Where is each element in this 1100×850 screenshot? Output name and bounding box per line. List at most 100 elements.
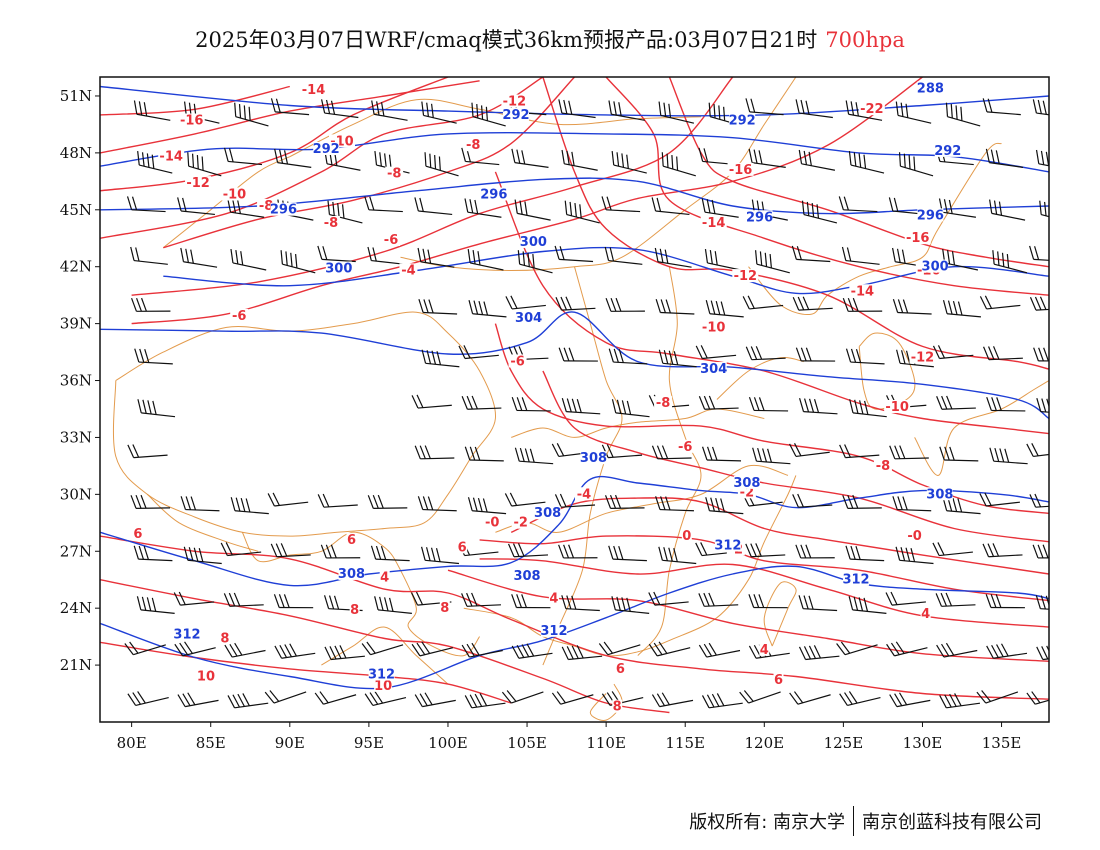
barb-feather [792,494,799,508]
x-axis: 80E 85E 90E 95E 100E 105E 110E 115E 120E 125E 130E… [117,722,1021,752]
barb-feather [673,351,679,365]
barb-shaft [707,459,742,462]
barb-feather [140,494,147,509]
barb-feather [936,396,943,410]
wind-barb [127,444,168,459]
wind-barb [471,102,506,127]
barb-feather [618,102,622,117]
wind-barb [648,591,689,606]
wind-barb [501,690,544,704]
barb-shaft [663,165,696,177]
barb-feather [836,643,846,656]
barb-feather [1045,151,1049,166]
barb-feather [563,347,570,362]
barb-feather [671,155,674,170]
barb-feather [369,196,375,211]
barb-feather [1039,200,1042,215]
wind-barb [1035,149,1049,167]
barb-feather [559,493,567,508]
barb-shaft [135,696,169,707]
barb-feather [982,98,988,113]
wind-barb [842,297,883,312]
barb-feather [847,495,854,509]
barb-shaft [749,111,784,116]
barb-feather [132,444,140,458]
barb-feather [464,695,473,709]
barb-feather [937,542,945,556]
barb-feather [1043,347,1049,362]
barb-feather [280,250,283,265]
barb-feather [379,152,382,167]
barb-feather [458,345,466,359]
y-tick-label: 39N [60,315,92,333]
barb-feather [273,594,280,608]
barb-feather [848,691,858,704]
barb-feather [185,248,190,263]
x-tick-label: 105E [507,734,547,752]
barb-feather [805,544,812,559]
wind-barb [658,101,695,124]
wind-barb [938,198,976,218]
barb-feather [982,543,990,557]
barb-shaft [464,354,499,360]
wind-barb [986,643,1028,659]
barb-shaft [942,211,976,218]
barb-feather [808,398,815,413]
barb-feather [845,348,852,363]
wind-barb [137,151,173,174]
barb-feather [294,253,298,269]
barb-feather [461,396,468,410]
barb-shaft [844,644,878,656]
barb-feather [703,592,710,607]
wind-barb [270,543,311,558]
barb-shaft [847,696,881,707]
wind-barb [461,395,502,410]
barb-feather [748,148,753,163]
barb-feather [280,543,288,557]
barb-feather [376,101,380,116]
barb-feather [747,295,755,309]
barb-shaft [519,460,554,465]
barb-feather [604,246,610,261]
height-contour [100,475,1049,587]
contour-label-bg [759,642,770,656]
temperature-contour-label: 0 [682,529,691,544]
barb-feather [466,395,473,410]
barb-shaft [472,510,507,515]
wind-barb [267,492,309,507]
barb-feather [854,399,859,414]
barb-feather [504,493,513,507]
barb-feather [482,498,488,513]
barb-feather [710,497,715,512]
barb-shaft [323,504,358,508]
barb-feather [889,445,896,460]
barb-feather [419,693,428,707]
barb-feather [180,247,185,262]
barb-shaft [138,361,173,365]
barb-feather [944,446,950,461]
barb-feather [995,150,1000,165]
barb-feather [616,596,621,611]
barb-feather [435,548,441,562]
barb-feather [511,594,517,608]
barb-feather [758,150,763,165]
barb-feather [654,247,659,262]
barb-feather [232,694,241,708]
barb-feather [201,156,204,171]
barb-feather [563,544,570,559]
temperature-contour [479,558,1049,628]
wind-barb [848,596,887,614]
barb-shaft [850,164,885,174]
wind-barb [604,494,645,509]
copyright-footer: 版权所有: 南京大学 南京创蓝科技有限公司 [689,806,1042,836]
barb-feather [566,646,574,660]
barb-feather [700,542,708,556]
barb-feather [371,100,375,115]
barb-feather [858,597,864,612]
footer-separator [853,806,854,836]
barb-feather [886,643,895,657]
height-contour-label: 308 [926,487,953,502]
temperature-contour-label: -0 [907,529,921,544]
barb-feather [1029,245,1035,260]
barb-feather [905,103,909,118]
